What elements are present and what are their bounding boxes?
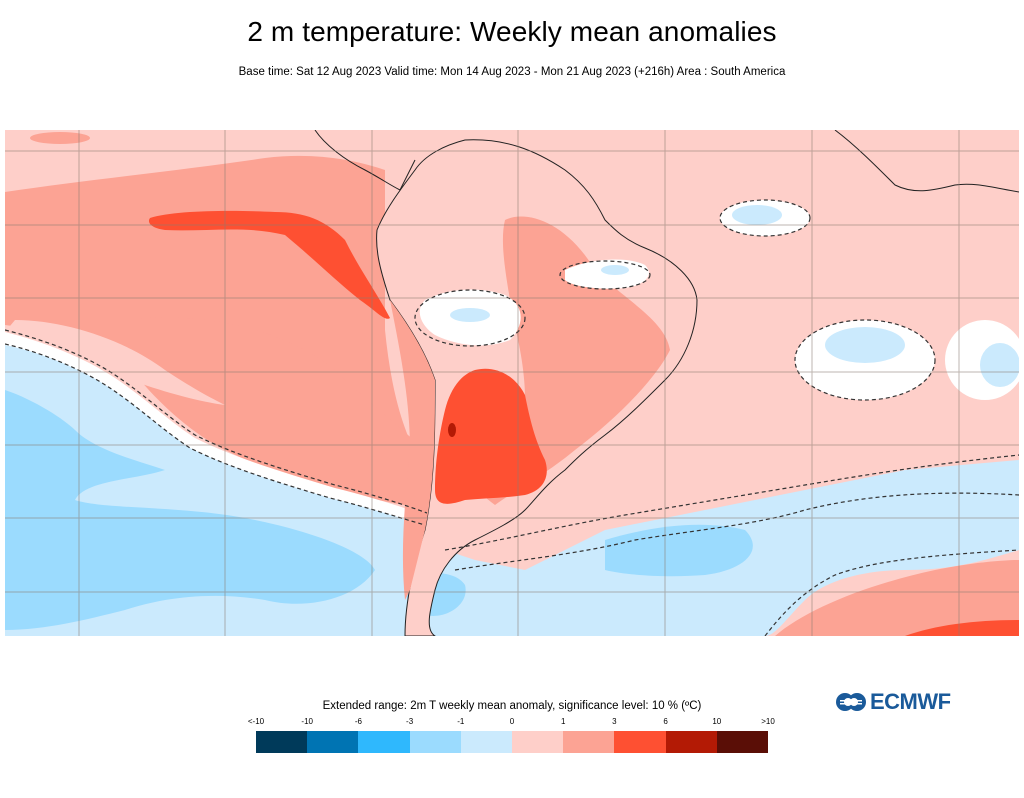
- legend-swatch: [614, 731, 666, 753]
- coastline-west-africa: [834, 130, 1019, 193]
- significance-contour-pacific-2: [5, 343, 426, 526]
- legend-title: Extended range: 2m T weekly mean anomaly…: [322, 700, 702, 712]
- legend-tick-label: 6: [663, 717, 668, 726]
- significance-contour-atlantic-1: [719, 199, 811, 237]
- continent-not-significant-ne: [565, 259, 649, 289]
- legend-tick-label: <-10: [247, 717, 265, 726]
- coastline-central-america: [314, 130, 416, 191]
- significance-contour-south-atlantic-2: [454, 492, 1019, 571]
- legend-swatch: [307, 731, 359, 753]
- legend-tick-label: 10: [712, 717, 722, 726]
- significance-contour-south-bottom: [764, 549, 1019, 636]
- ecmwf-logo-text: ECMWF: [870, 689, 951, 714]
- legend-tick-label: 3: [612, 717, 617, 726]
- legend-swatch: [563, 731, 615, 753]
- continent-1-3-andes: [390, 300, 435, 600]
- legend-tick-label: -1: [457, 717, 465, 726]
- gridlines: [5, 130, 1019, 636]
- region-not-significant-band: [5, 332, 427, 525]
- continent-amazon-blue: [450, 308, 490, 322]
- legend-tick-label: >10: [761, 717, 775, 726]
- region-pacific-1-3-south: [125, 317, 435, 510]
- region-atlantic-patch-3-blue: [980, 343, 1019, 387]
- significance-contour-south-atlantic: [444, 454, 1019, 551]
- region-south-east-3-6: [905, 620, 1019, 636]
- legend-colorbar: [256, 731, 769, 753]
- region-south-atlantic-neg3-neg1: [605, 524, 753, 577]
- region-pacific-0-1-strip: [5, 320, 225, 405]
- significance-contour-pacific: [5, 329, 428, 514]
- legend-tick-label: 1: [560, 717, 566, 726]
- ecmwf-logo-icon: [836, 693, 866, 711]
- chart-title: 2 m temperature: Weekly mean anomalies: [247, 16, 777, 47]
- continent-3-6-argentina: [435, 368, 547, 504]
- legend-swatch: [358, 731, 410, 753]
- legend-swatch: [460, 731, 513, 753]
- significance-contour-amazon: [414, 289, 526, 347]
- significance-contour-atlantic-2: [794, 319, 936, 401]
- continent-6-10-spot: [448, 423, 456, 437]
- legend-swatch: [409, 731, 461, 753]
- legend-tick-label: -6: [354, 717, 362, 726]
- continent-ne-blue: [601, 265, 629, 275]
- legend-swatch: [512, 731, 564, 753]
- legend-swatch: [716, 731, 769, 753]
- legend-ticks: <-10 -10 -6 -3 -1 0 1 3 6 10 >10: [248, 717, 775, 729]
- region-pacific-3-6: [148, 210, 390, 319]
- chart-subtitle: Base time: Sat 12 Aug 2023 Valid time: M…: [238, 66, 786, 78]
- legend-tick-label: -3: [406, 717, 414, 726]
- legend-swatch: [256, 731, 308, 753]
- region-south-east-1-3: [775, 560, 1019, 636]
- region-atlantic-patch-2-blue: [825, 327, 905, 363]
- region-south-pacific-neg3-neg1: [5, 390, 375, 630]
- legend-tick-label: -10: [301, 717, 313, 726]
- legend-tick-label: 0: [509, 717, 515, 726]
- region-pacific-small: [30, 132, 90, 144]
- significance-contour-ne-brazil: [559, 260, 651, 290]
- ecmwf-logo: ECMWF: [836, 689, 951, 715]
- anomaly-map: [5, 130, 1019, 636]
- legend-swatch: [665, 731, 717, 753]
- region-atlantic-patch-1-blue: [732, 205, 782, 225]
